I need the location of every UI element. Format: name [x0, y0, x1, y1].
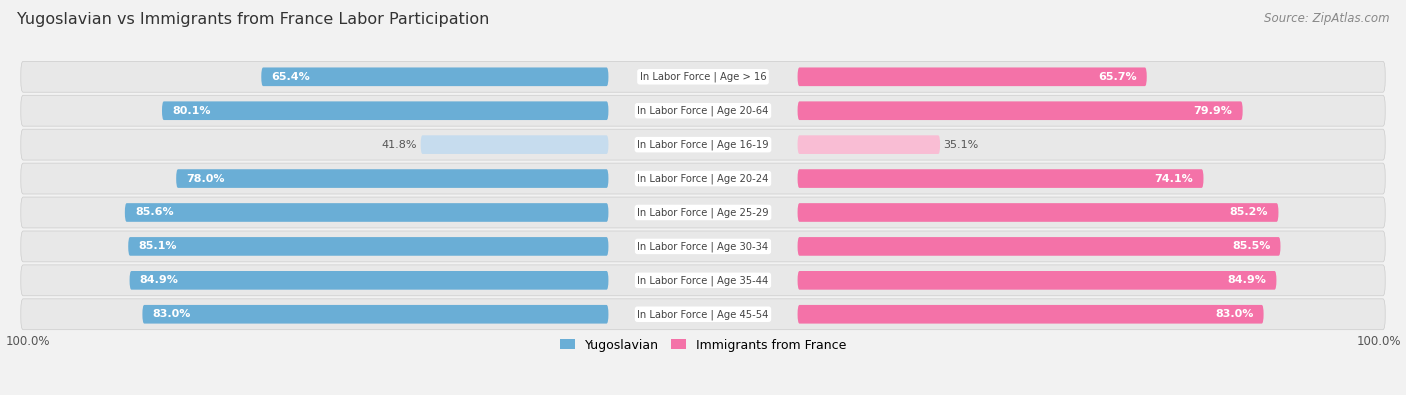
FancyBboxPatch shape — [797, 305, 1264, 324]
Text: 74.1%: 74.1% — [1154, 173, 1194, 184]
Text: 41.8%: 41.8% — [382, 140, 418, 150]
Text: 100.0%: 100.0% — [1357, 335, 1400, 348]
FancyBboxPatch shape — [21, 129, 1385, 160]
FancyBboxPatch shape — [129, 271, 609, 290]
FancyBboxPatch shape — [176, 169, 609, 188]
FancyBboxPatch shape — [21, 163, 1385, 194]
FancyBboxPatch shape — [21, 95, 1385, 126]
FancyBboxPatch shape — [21, 197, 1385, 228]
FancyBboxPatch shape — [797, 237, 1281, 256]
Text: 83.0%: 83.0% — [1215, 309, 1254, 319]
Text: In Labor Force | Age 20-24: In Labor Force | Age 20-24 — [637, 173, 769, 184]
FancyBboxPatch shape — [142, 305, 609, 324]
Text: In Labor Force | Age 20-64: In Labor Force | Age 20-64 — [637, 105, 769, 116]
Text: In Labor Force | Age 25-29: In Labor Force | Age 25-29 — [637, 207, 769, 218]
Legend: Yugoslavian, Immigrants from France: Yugoslavian, Immigrants from France — [554, 333, 852, 357]
Text: In Labor Force | Age 45-54: In Labor Force | Age 45-54 — [637, 309, 769, 320]
Text: 78.0%: 78.0% — [186, 173, 225, 184]
FancyBboxPatch shape — [420, 135, 609, 154]
FancyBboxPatch shape — [21, 61, 1385, 92]
Text: 83.0%: 83.0% — [152, 309, 191, 319]
Text: 35.1%: 35.1% — [943, 140, 979, 150]
Text: In Labor Force | Age 30-34: In Labor Force | Age 30-34 — [637, 241, 769, 252]
FancyBboxPatch shape — [797, 135, 941, 154]
Text: In Labor Force | Age 16-19: In Labor Force | Age 16-19 — [637, 139, 769, 150]
FancyBboxPatch shape — [162, 102, 609, 120]
Text: 65.7%: 65.7% — [1098, 72, 1136, 82]
Text: 85.2%: 85.2% — [1230, 207, 1268, 218]
FancyBboxPatch shape — [128, 237, 609, 256]
Text: 84.9%: 84.9% — [1227, 275, 1267, 285]
FancyBboxPatch shape — [797, 169, 1204, 188]
Text: 85.1%: 85.1% — [138, 241, 177, 251]
FancyBboxPatch shape — [21, 265, 1385, 296]
Text: 80.1%: 80.1% — [172, 106, 211, 116]
Text: 79.9%: 79.9% — [1194, 106, 1233, 116]
Text: In Labor Force | Age > 16: In Labor Force | Age > 16 — [640, 71, 766, 82]
FancyBboxPatch shape — [797, 68, 1147, 86]
Text: In Labor Force | Age 35-44: In Labor Force | Age 35-44 — [637, 275, 769, 286]
Text: 65.4%: 65.4% — [271, 72, 311, 82]
FancyBboxPatch shape — [797, 102, 1243, 120]
Text: 85.6%: 85.6% — [135, 207, 173, 218]
Text: 84.9%: 84.9% — [139, 275, 179, 285]
FancyBboxPatch shape — [125, 203, 609, 222]
FancyBboxPatch shape — [21, 299, 1385, 330]
FancyBboxPatch shape — [262, 68, 609, 86]
FancyBboxPatch shape — [21, 231, 1385, 262]
Text: Source: ZipAtlas.com: Source: ZipAtlas.com — [1264, 12, 1389, 25]
Text: 100.0%: 100.0% — [6, 335, 49, 348]
Text: 85.5%: 85.5% — [1232, 241, 1271, 251]
Text: Yugoslavian vs Immigrants from France Labor Participation: Yugoslavian vs Immigrants from France La… — [17, 12, 489, 27]
FancyBboxPatch shape — [797, 203, 1278, 222]
FancyBboxPatch shape — [797, 271, 1277, 290]
